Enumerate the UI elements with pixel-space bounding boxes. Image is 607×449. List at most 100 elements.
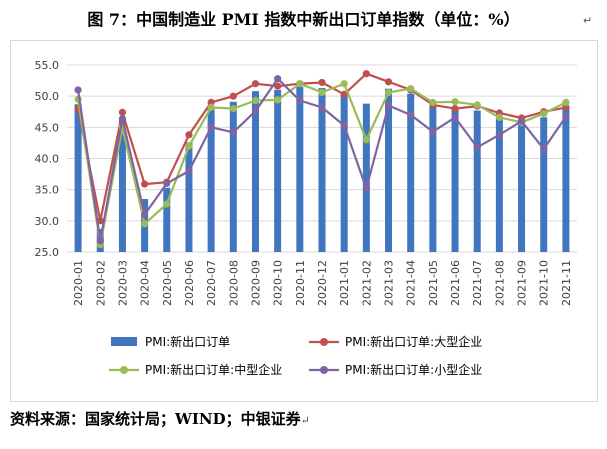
data-point	[495, 113, 503, 121]
legend-label: PMI:新出口订单:大型企业	[345, 334, 482, 349]
data-point	[118, 115, 127, 123]
x-tick-label: 2020-07	[205, 260, 218, 306]
chart-frame: 25.0 30.0 35.0 40.0 45.0 50.0 55.0 2020-01 2020-…	[10, 40, 598, 402]
data-point	[362, 184, 370, 193]
bar	[318, 88, 326, 253]
source-return-mark: ↵	[300, 414, 310, 427]
data-point	[251, 96, 260, 105]
source-text: 资料来源：国家统计局；WIND；中银证券	[10, 410, 301, 428]
data-point	[451, 113, 459, 121]
chart: 25.0 30.0 35.0 40.0 45.0 50.0 55.0 2020-01 2020-…	[35, 59, 577, 377]
x-tick-label: 2021-06	[449, 260, 462, 306]
data-point	[318, 103, 326, 111]
x-tick-label: 2020-02	[94, 260, 107, 306]
data-point	[451, 98, 459, 106]
data-point	[407, 111, 415, 119]
data-point	[229, 105, 237, 113]
bar	[362, 103, 370, 252]
x-tick-label: 2020-06	[183, 260, 196, 306]
data-point	[495, 131, 503, 139]
x-tick-label: 2020-09	[249, 260, 262, 306]
bar	[207, 106, 215, 252]
data-point	[163, 200, 171, 208]
data-point	[296, 96, 304, 105]
y-tick-label: 40.0	[35, 153, 60, 166]
x-tick-label: 2021-05	[427, 260, 440, 306]
data-point	[207, 98, 215, 106]
bar	[163, 187, 171, 252]
data-point	[251, 80, 260, 88]
legend-label: PMI:新出口订单:中型企业	[145, 362, 282, 377]
data-point	[296, 80, 304, 88]
legend-marker	[320, 338, 328, 346]
bar	[562, 105, 570, 253]
bar	[518, 119, 526, 252]
data-point	[229, 128, 237, 136]
bar	[340, 94, 348, 252]
x-tick-label: 2021-11	[560, 260, 573, 306]
data-point	[185, 167, 193, 175]
data-point	[274, 96, 282, 104]
x-tick-label: 2021-03	[383, 260, 396, 306]
data-point	[384, 78, 393, 86]
bar	[385, 88, 393, 252]
x-tick-label: 2020-01	[72, 260, 85, 306]
x-tick-label: 2021-10	[538, 260, 551, 306]
data-point	[517, 117, 526, 125]
data-point	[163, 179, 171, 188]
data-point	[207, 103, 215, 111]
x-tick-label: 2021-04	[405, 260, 418, 306]
legend-label: PMI:新出口订单:小型企业	[345, 362, 482, 377]
data-point	[274, 75, 282, 83]
data-point	[362, 70, 370, 78]
bar	[185, 142, 193, 252]
x-tick-label: 2020-12	[316, 260, 329, 306]
data-point	[407, 85, 415, 93]
data-point	[229, 92, 237, 100]
data-point	[318, 88, 326, 97]
bar	[540, 117, 548, 252]
x-tick-label: 2020-11	[294, 260, 307, 306]
bar	[473, 110, 481, 253]
data-point	[384, 88, 393, 97]
bar	[495, 116, 503, 252]
data-point	[562, 113, 570, 121]
data-point	[451, 105, 459, 113]
data-point	[340, 90, 348, 98]
x-tick-label: 2021-01	[338, 260, 351, 306]
chart-title-text: 图 7：中国制造业 PMI 指数中新出口订单指数（单位：%）	[87, 10, 520, 29]
data-point	[340, 121, 348, 130]
y-tick-label: 55.0	[35, 59, 60, 72]
y-tick-label: 50.0	[35, 90, 60, 103]
legend-marker	[120, 366, 128, 374]
y-tick-label: 35.0	[35, 184, 60, 197]
data-point	[207, 123, 215, 131]
bar	[274, 89, 282, 252]
data-point	[340, 80, 348, 88]
x-tick-label: 2020-08	[227, 260, 240, 306]
data-point	[362, 136, 370, 144]
data-point	[540, 145, 548, 153]
x-tick-label: 2020-05	[161, 260, 174, 306]
legend-marker	[320, 366, 328, 374]
y-tick-label: 30.0	[35, 215, 60, 228]
source-note: 资料来源：国家统计局；WIND；中银证券↵	[10, 408, 310, 429]
data-point	[562, 103, 570, 111]
data-point	[473, 143, 481, 151]
x-tick-label: 2020-04	[139, 260, 152, 306]
data-point	[274, 82, 282, 90]
data-point	[185, 131, 193, 139]
data-point	[141, 180, 149, 188]
data-point	[384, 101, 393, 110]
bar	[407, 93, 415, 252]
bar	[229, 101, 237, 252]
data-point	[185, 142, 193, 150]
bar	[251, 91, 259, 253]
data-point	[318, 78, 326, 87]
x-tick-label: 2021-09	[516, 260, 529, 306]
title-return-mark: ↵	[583, 14, 593, 27]
bar	[296, 86, 304, 252]
y-tick-label: 45.0	[35, 121, 60, 134]
x-tick-label: 2020-10	[272, 260, 285, 306]
data-point	[74, 86, 82, 94]
